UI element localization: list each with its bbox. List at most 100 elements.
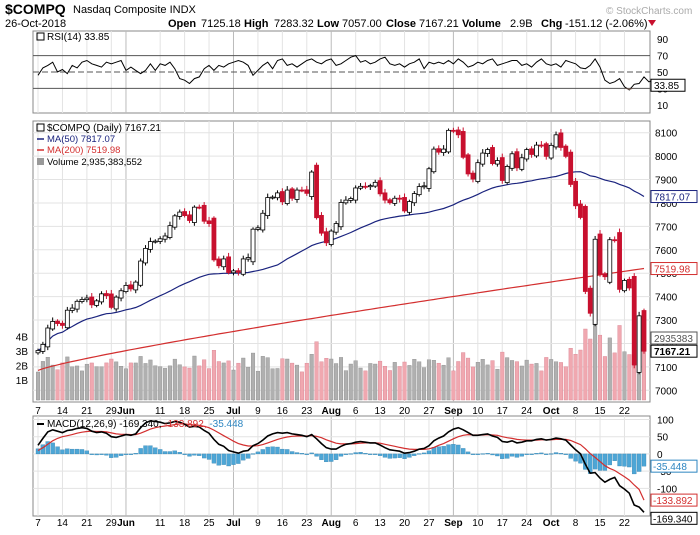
macd-x-tick-label: 6 <box>353 518 359 529</box>
macd-histogram-bar <box>275 446 280 455</box>
volume-bar <box>251 352 256 401</box>
rsi-legend-swatch <box>36 32 45 41</box>
macd-histogram-bar <box>70 448 75 455</box>
macd-histogram-bar <box>632 453 637 475</box>
macd-histogram-bar <box>358 452 363 455</box>
price-x-tick-label: Jun <box>117 406 135 417</box>
candle-body <box>622 280 627 292</box>
candle-body <box>641 310 647 352</box>
candle-body <box>402 197 407 212</box>
volume-bar <box>470 366 475 401</box>
chg-value: -151.12 (-2.06%) <box>565 18 648 30</box>
candle-body <box>294 189 300 200</box>
candle-body <box>265 197 271 217</box>
candle-body <box>323 231 329 244</box>
price-y-tick-label: 7000 <box>655 386 678 397</box>
volume-bar <box>466 357 471 401</box>
volume-bar <box>558 362 563 401</box>
candle-body <box>465 154 471 175</box>
macd-legend: MACD(12,26,9) -169.340, -133.892, -35.44… <box>37 419 244 430</box>
candle-body <box>309 171 315 197</box>
price-x-tick-label: 16 <box>277 406 289 417</box>
volume-bar <box>602 356 607 401</box>
macd-histogram-bar <box>241 453 246 461</box>
macd-histogram-bar <box>436 446 441 455</box>
price-value-tag-box <box>650 331 698 345</box>
candle-body <box>108 293 114 308</box>
macd-x-tick-label: 24 <box>521 518 533 529</box>
candle-body <box>152 240 158 243</box>
close-label: Close <box>386 18 416 30</box>
macd-histogram-bar <box>387 453 393 459</box>
volume-bar <box>348 363 353 401</box>
volume-bar <box>89 362 94 401</box>
macd-x-tick-label: 22 <box>619 518 631 529</box>
candle-body <box>187 214 192 221</box>
candle-body <box>387 199 393 204</box>
macd-histogram-bar <box>167 451 173 455</box>
volume-bar <box>128 362 133 401</box>
candle-body <box>148 241 153 250</box>
macd-histogram-bar <box>236 453 241 464</box>
macd-histogram-bar <box>50 442 55 455</box>
candle-body <box>480 152 486 165</box>
macd-histogram-bar <box>231 453 236 465</box>
candle-body <box>392 197 398 204</box>
volume-bar <box>119 366 124 401</box>
macd-x-tick-label: 23 <box>301 518 313 529</box>
volume-bar <box>84 363 89 401</box>
macd-y-tick-label: -50 <box>657 467 672 478</box>
macd-histogram-bar <box>417 453 422 455</box>
volume-bar <box>373 363 378 401</box>
candle-body <box>426 168 432 189</box>
macd-x-tick-label: 7 <box>35 518 41 529</box>
macd-histogram-bar <box>514 453 520 458</box>
volume-bar <box>593 323 598 401</box>
rsi-value-tag: 33.85 <box>654 81 679 92</box>
macd-histogram-bar <box>377 453 383 456</box>
macd-histogram-bar <box>451 444 456 455</box>
volume-bar <box>549 359 554 401</box>
candle-body <box>504 166 510 183</box>
volume-bar <box>231 369 236 401</box>
macd-histogram-bar <box>456 444 461 455</box>
candle-body <box>226 256 231 273</box>
macd-x-tick-label: 15 <box>594 518 606 529</box>
macd-histogram-bar <box>348 453 353 455</box>
volume-bar <box>324 358 329 401</box>
volume-bar <box>612 352 617 401</box>
candle-body <box>167 225 173 238</box>
candle-body <box>348 198 354 201</box>
macd-histogram-bar <box>461 448 466 455</box>
volume-bar <box>255 370 260 401</box>
candle-body <box>612 239 618 242</box>
price-panel <box>32 120 651 403</box>
macd-histogram-bar <box>45 441 50 455</box>
candle-body <box>255 227 261 230</box>
volume-bar <box>99 366 104 401</box>
candle-body <box>206 220 212 224</box>
macd-histogram-bar <box>79 449 85 455</box>
macd-x-tick-label: 18 <box>179 518 191 529</box>
candle-body <box>69 307 75 311</box>
macd-histogram-bar <box>480 453 485 455</box>
volume-bar <box>114 361 119 401</box>
macd-histogram-bar <box>260 449 265 455</box>
macd-histogram-bar <box>148 445 153 455</box>
macd-histogram-bar <box>407 453 412 458</box>
volume-bar <box>75 365 80 401</box>
macd-histogram-bar <box>509 453 515 457</box>
macd-value-tag: -133.892 <box>653 496 693 507</box>
volume-bar <box>397 366 402 401</box>
volume-bar <box>622 351 627 401</box>
candle-body <box>490 147 495 165</box>
axes-layer: 77141421212929JunJun111118182525JulJul99… <box>16 35 698 529</box>
volume-bar <box>280 358 285 401</box>
macd-x-tick-label: 27 <box>423 518 435 529</box>
volume-bar <box>617 325 622 401</box>
macd-histogram-bar <box>368 453 373 455</box>
macd-histogram-bar <box>133 453 138 455</box>
candle-body <box>494 160 500 165</box>
macd-histogram-bar <box>211 453 217 464</box>
candle-body <box>411 193 417 204</box>
